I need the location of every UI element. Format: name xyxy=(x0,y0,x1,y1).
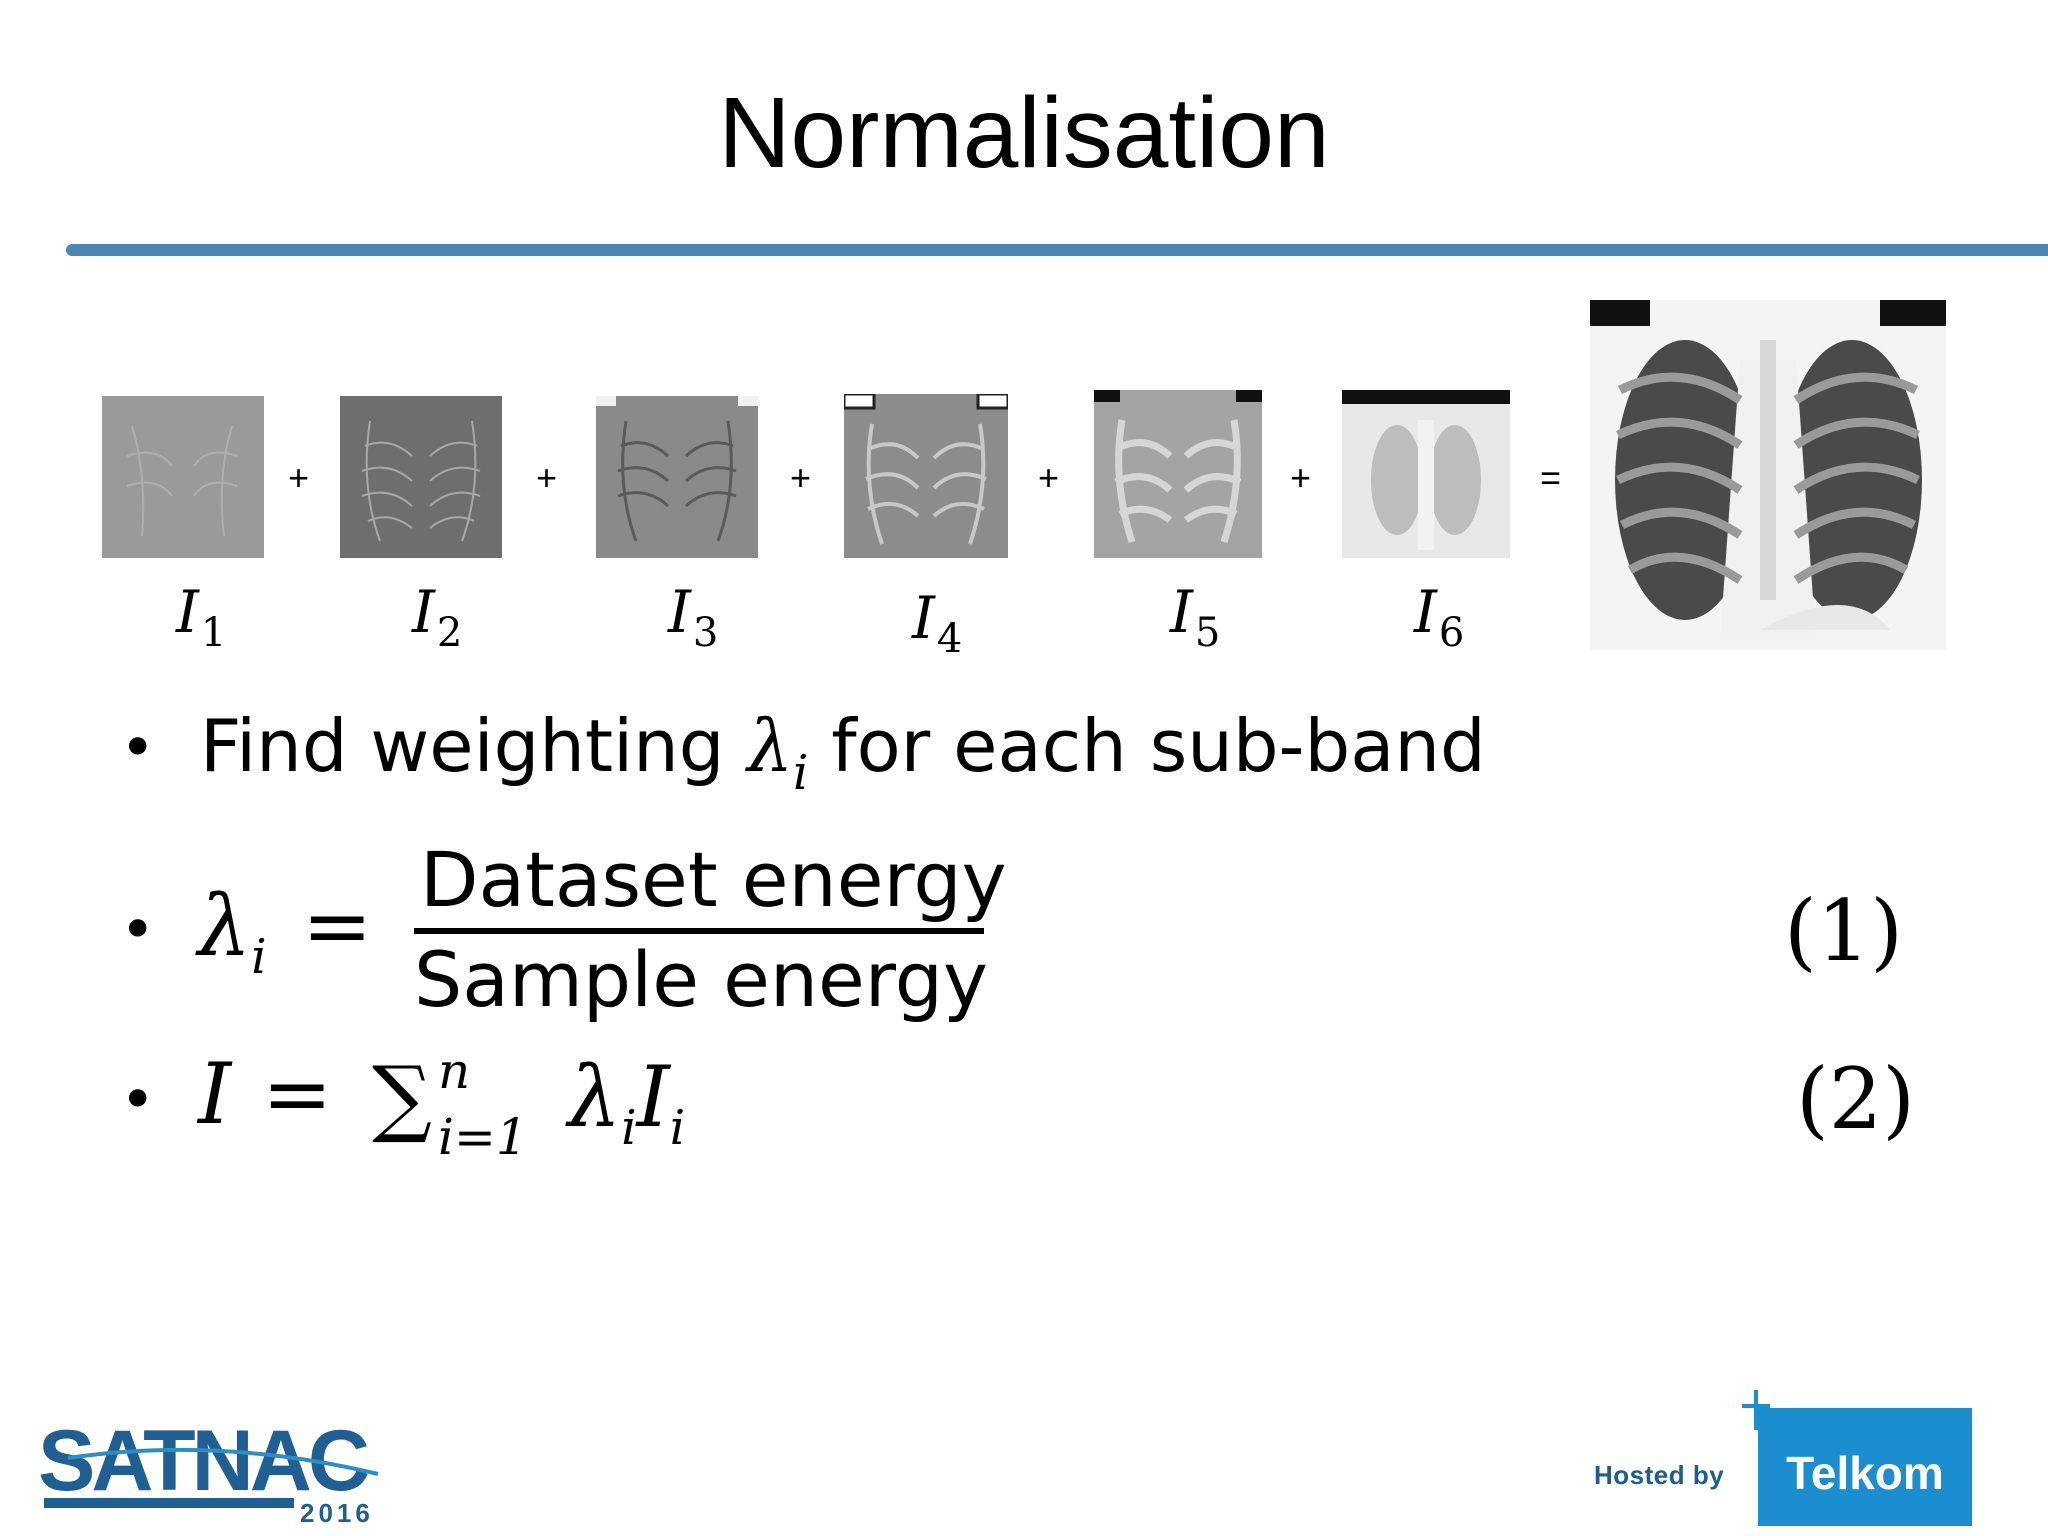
eq1-numerator: Dataset energy xyxy=(420,835,1007,924)
subband-label-3: I3 xyxy=(668,578,719,656)
svg-text:2016: 2016 xyxy=(300,1498,374,1524)
xray-subband-4-icon xyxy=(844,394,1008,558)
plus-operator: + xyxy=(288,457,310,498)
sum-term: λiIi xyxy=(568,1048,686,1156)
eq1-denominator: Sample energy xyxy=(414,935,988,1024)
xray-subband-3-icon xyxy=(596,396,758,558)
xray-subband-2-icon xyxy=(340,396,502,558)
plus-operator: + xyxy=(790,457,812,498)
subband-label-1: I1 xyxy=(176,578,227,656)
plus-operator: + xyxy=(536,457,558,498)
sum-upper-limit: n xyxy=(438,1042,471,1100)
xray-subband-6-icon xyxy=(1342,390,1510,558)
satnac-logo: SATNAC 2016 xyxy=(38,1413,398,1529)
eq2-lhs: I xyxy=(198,1045,232,1143)
fraction-bar xyxy=(414,928,984,934)
sum-lower-limit: i=1 xyxy=(438,1108,528,1166)
slide-title: Normalisation xyxy=(718,77,1330,189)
eq2-summation: ∑ n i=1 λiIi xyxy=(372,1042,722,1172)
equals-operator: = xyxy=(1540,457,1562,498)
telkom-cross-icon xyxy=(1754,1390,1758,1430)
telkom-cross-icon xyxy=(1742,1404,1770,1408)
subband-label-2: I2 xyxy=(412,578,463,656)
bullet-find-weighting: Find weighting λi for each sub-band xyxy=(200,704,1486,801)
subband-label-6: I6 xyxy=(1414,578,1465,656)
bullet-marker: • xyxy=(120,895,156,965)
eq1-lhs: λi xyxy=(198,877,267,985)
subband-label-5: I5 xyxy=(1170,578,1221,656)
xray-subband-1-icon xyxy=(102,396,264,558)
telkom-logo: Telkom xyxy=(1742,1390,1972,1526)
equation-number-1: (1) xyxy=(1784,882,1903,980)
bullet-marker: • xyxy=(120,713,156,783)
equation-number-2: (2) xyxy=(1796,1050,1915,1148)
eq2-equals: = xyxy=(262,1045,333,1143)
title-divider xyxy=(66,244,2048,256)
subband-label-4: I4 xyxy=(912,584,963,662)
telkom-wordmark: Telkom xyxy=(1786,1447,1944,1499)
chest-xray-image-icon xyxy=(1590,300,1946,650)
plus-operator: + xyxy=(1038,457,1060,498)
eq1-equals: = xyxy=(302,877,373,975)
hosted-by-label: Hosted by xyxy=(1594,1460,1725,1490)
xray-subband-5-icon xyxy=(1094,390,1262,558)
sigma-symbol: ∑ xyxy=(372,1048,432,1146)
bullet-marker: • xyxy=(120,1065,156,1135)
plus-operator: + xyxy=(1290,457,1312,498)
